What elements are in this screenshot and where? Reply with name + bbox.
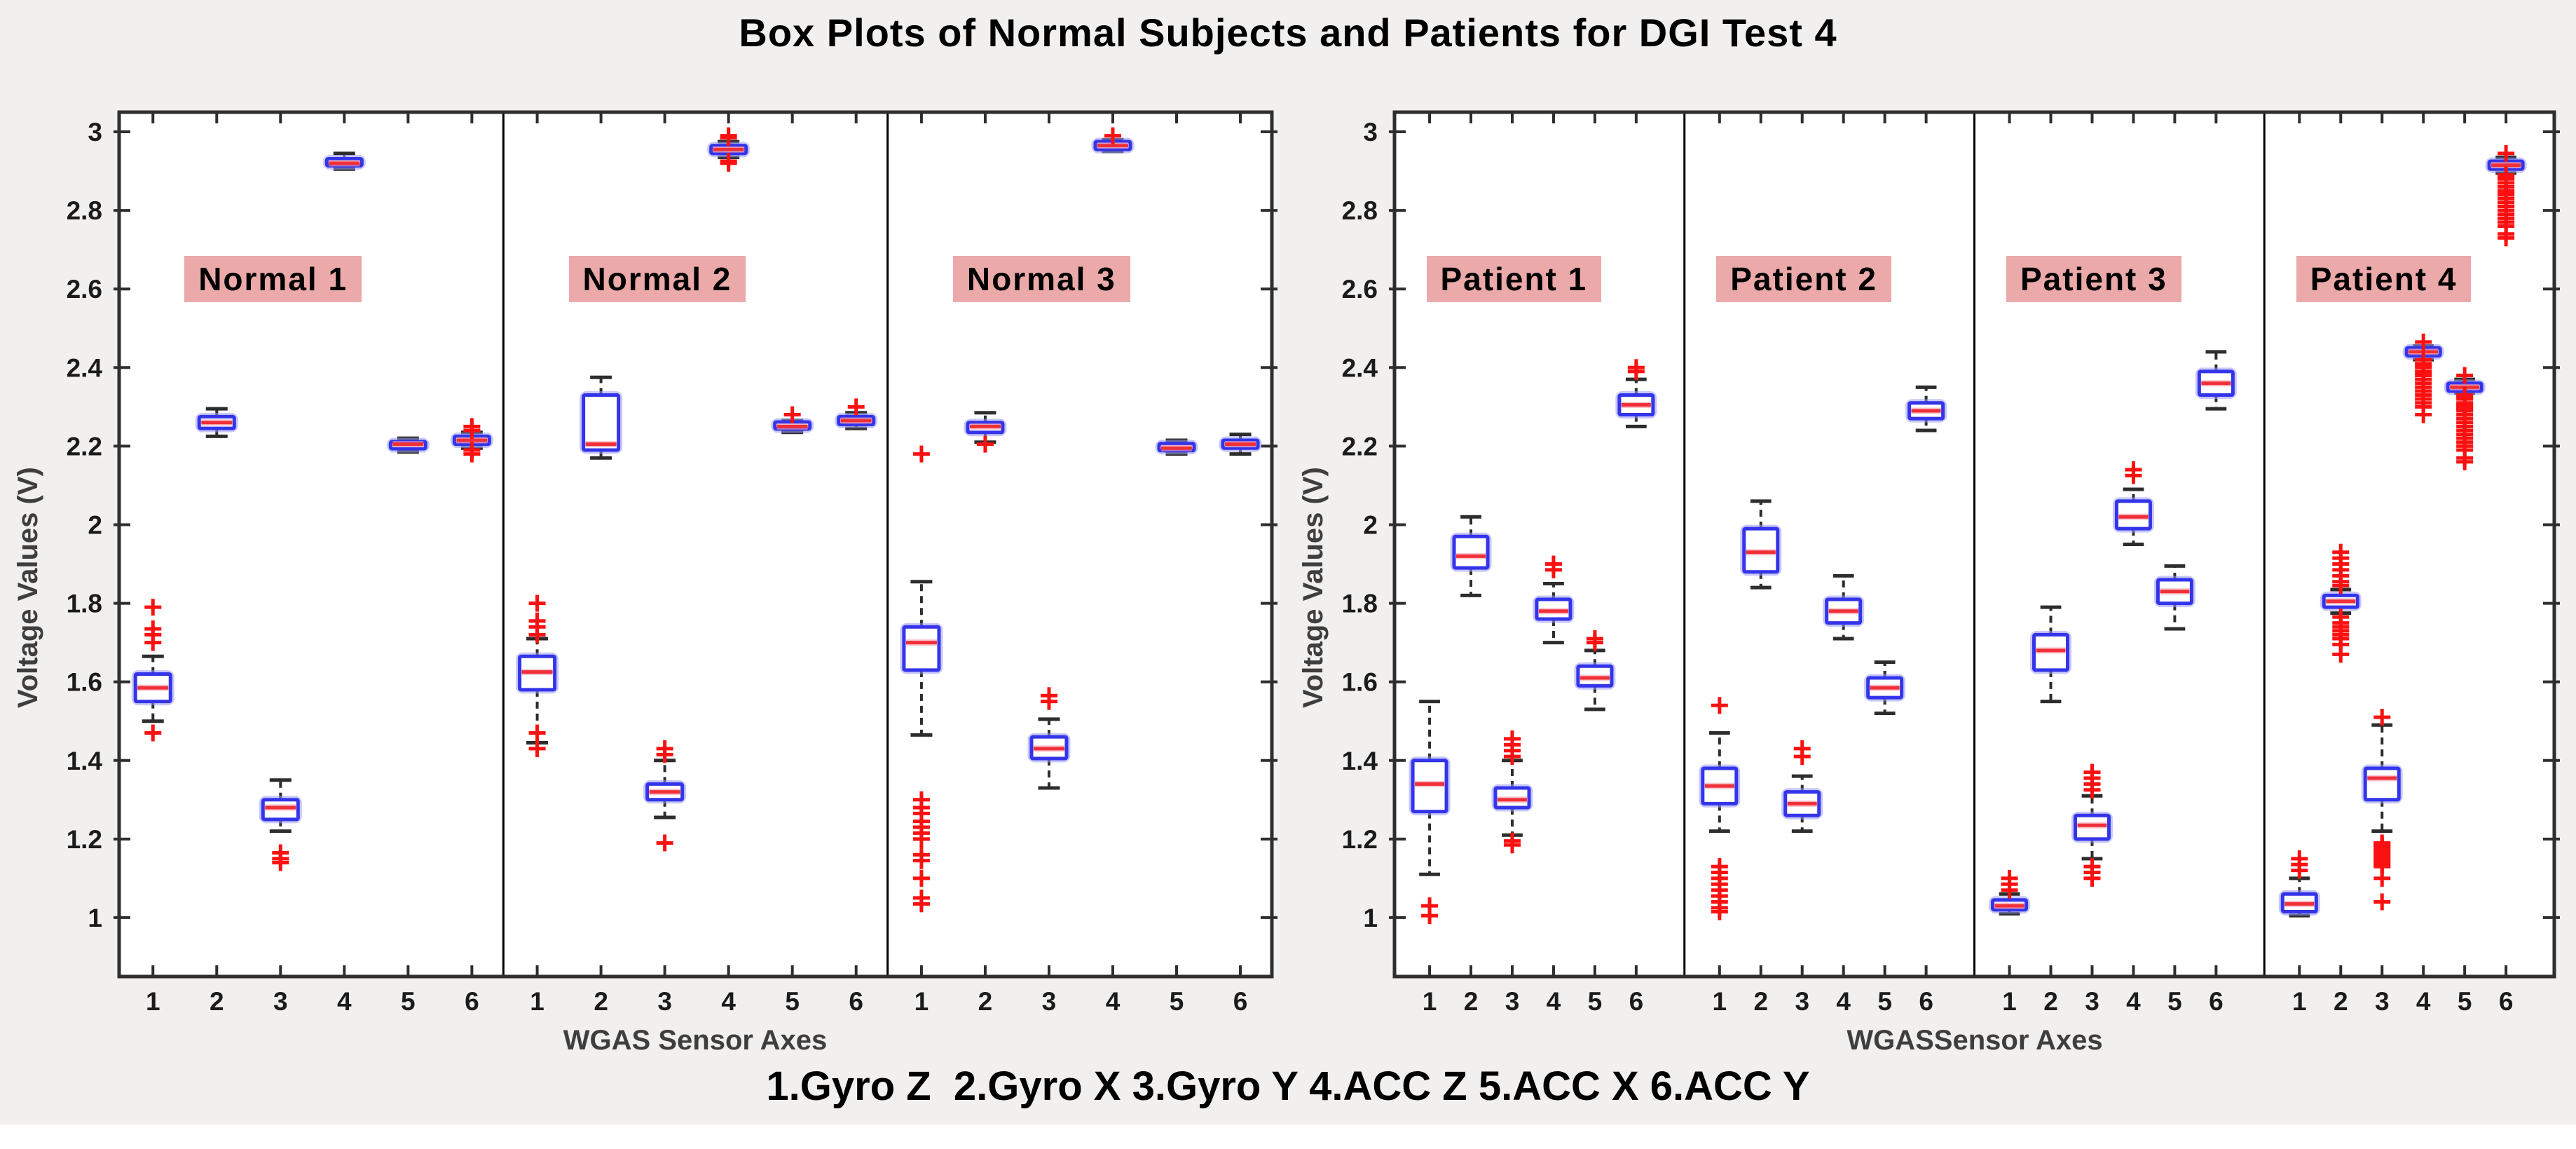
group-label-patient-4: Patient 4 xyxy=(2296,255,2472,302)
group-label-patient-2: Patient 2 xyxy=(1716,255,1891,302)
x-tick-label: 5 xyxy=(1877,987,1892,1016)
y-tick-label: 2.2 xyxy=(1342,432,1378,461)
x-tick-label: 2 xyxy=(2043,987,2058,1016)
y-tick-label: 2 xyxy=(88,510,102,539)
x-tick-label: 2 xyxy=(1464,987,1479,1016)
bottom-margin xyxy=(0,1124,2576,1149)
x-tick-label: 2 xyxy=(210,987,224,1016)
box xyxy=(2363,766,2401,802)
x-tick-label: 1 xyxy=(146,987,160,1016)
x-tick-label: 6 xyxy=(465,987,479,1016)
x-tick-label: 3 xyxy=(1505,987,1520,1016)
group-label-normal-1: Normal 1 xyxy=(184,255,362,302)
x-tick-label: 4 xyxy=(2126,987,2141,1016)
x-tick-label: 2 xyxy=(1753,987,1768,1016)
sensor-axes-legend: 1.Gyro Z 2.Gyro X 3.Gyro Y 4.ACC Z 5.ACC… xyxy=(766,1063,1810,1109)
x-tick-label: 5 xyxy=(785,987,800,1016)
group-label-patient-3: Patient 3 xyxy=(2006,255,2181,302)
x-tick-label: 4 xyxy=(2416,987,2431,1016)
x-tick-label: 1 xyxy=(530,987,544,1016)
y-tick-label: 1 xyxy=(88,904,102,932)
x-tick-label: 4 xyxy=(1106,987,1121,1016)
x-tick-label: 2 xyxy=(978,987,993,1016)
y-tick-label: 1.8 xyxy=(1342,590,1378,618)
x-tick-label: 6 xyxy=(1919,987,1933,1016)
y-tick-label: 1.6 xyxy=(67,668,102,697)
x-tick-label: 2 xyxy=(2334,987,2348,1016)
x-tick-label: 5 xyxy=(2167,987,2182,1016)
x-tick-label: 3 xyxy=(273,987,288,1016)
x-tick-label: 6 xyxy=(1629,987,1644,1016)
box xyxy=(582,393,621,452)
y-tick-label: 1.6 xyxy=(1342,668,1378,697)
x-tick-label: 1 xyxy=(2002,987,2017,1016)
x-tick-label: 2 xyxy=(594,987,608,1016)
y-tick-label: 1.2 xyxy=(1342,825,1378,854)
group-label-normal-2: Normal 2 xyxy=(568,255,746,302)
figure-canvas: 1 1.2 1.4 1.6 1.8 2 2.2 2.4 2.6 2.8 3 1 2 3 4 5 6 1 2 3 4 5 6 1… xyxy=(0,0,2576,1124)
y-tick-label: 2.6 xyxy=(1342,275,1378,304)
x-tick-label: 5 xyxy=(401,987,416,1016)
x-tick-label: 6 xyxy=(2209,987,2224,1016)
x-tick-label: 6 xyxy=(1233,987,1248,1016)
y-tick-label: 1.4 xyxy=(1342,747,1378,775)
x-tick-label: 1 xyxy=(1713,987,1727,1016)
x-tick-label: 1 xyxy=(2292,987,2307,1016)
y-tick-label: 2.8 xyxy=(67,196,102,225)
y-tick-label: 2.8 xyxy=(1342,196,1378,225)
y-tick-label: 3 xyxy=(1363,118,1378,147)
x-tick-label: 6 xyxy=(849,987,863,1016)
x-tick-label: 4 xyxy=(721,987,736,1016)
y-tick-label: 1.4 xyxy=(67,747,103,775)
axes-border xyxy=(1392,110,2556,979)
y-tick-label: 2 xyxy=(1363,510,1378,539)
box xyxy=(1452,534,1490,570)
box xyxy=(902,625,941,672)
x-tick-label: 5 xyxy=(1588,987,1603,1016)
x-axis-label-left: WGAS Sensor Axes xyxy=(563,1025,828,1056)
y-tick-label: 3 xyxy=(88,118,102,147)
x-tick-label: 5 xyxy=(2458,987,2472,1016)
plot-area xyxy=(119,112,1272,977)
y-tick-label: 2.4 xyxy=(67,353,103,382)
x-axis-label-right: WGASSensor Axes xyxy=(1847,1025,2103,1056)
x-tick-label: 3 xyxy=(1042,987,1057,1016)
x-tick-label: 1 xyxy=(914,987,929,1016)
group-label-normal-3: Normal 3 xyxy=(952,255,1130,302)
y-tick-label: 1.2 xyxy=(67,825,102,854)
y-axis-label-right: Voltage Values (V) xyxy=(1298,467,1329,708)
x-tick-label: 4 xyxy=(1836,987,1851,1016)
x-tick-label: 4 xyxy=(337,987,352,1016)
chart-title: Box Plots of Normal Subjects and Patient… xyxy=(739,11,1837,55)
x-tick-label: 3 xyxy=(657,987,672,1016)
y-axis-label-left: Voltage Values (V) xyxy=(13,467,43,708)
x-tick-label: 5 xyxy=(1170,987,1184,1016)
x-tick-label: 1 xyxy=(1423,987,1437,1016)
x-tick-label: 3 xyxy=(2375,987,2390,1016)
y-tick-label: 1.8 xyxy=(67,590,102,618)
y-tick-label: 2.4 xyxy=(1342,353,1378,382)
y-tick-label: 2.2 xyxy=(67,432,102,461)
x-tick-label: 3 xyxy=(2085,987,2099,1016)
axes-border xyxy=(117,110,1274,979)
x-tick-label: 4 xyxy=(1547,987,1561,1016)
x-tick-label: 3 xyxy=(1795,987,1809,1016)
group-label-patient-1: Patient 1 xyxy=(1426,255,1602,302)
y-tick-label: 1 xyxy=(1363,904,1378,932)
y-tick-label: 2.6 xyxy=(67,275,102,304)
x-tick-label: 6 xyxy=(2499,987,2514,1016)
